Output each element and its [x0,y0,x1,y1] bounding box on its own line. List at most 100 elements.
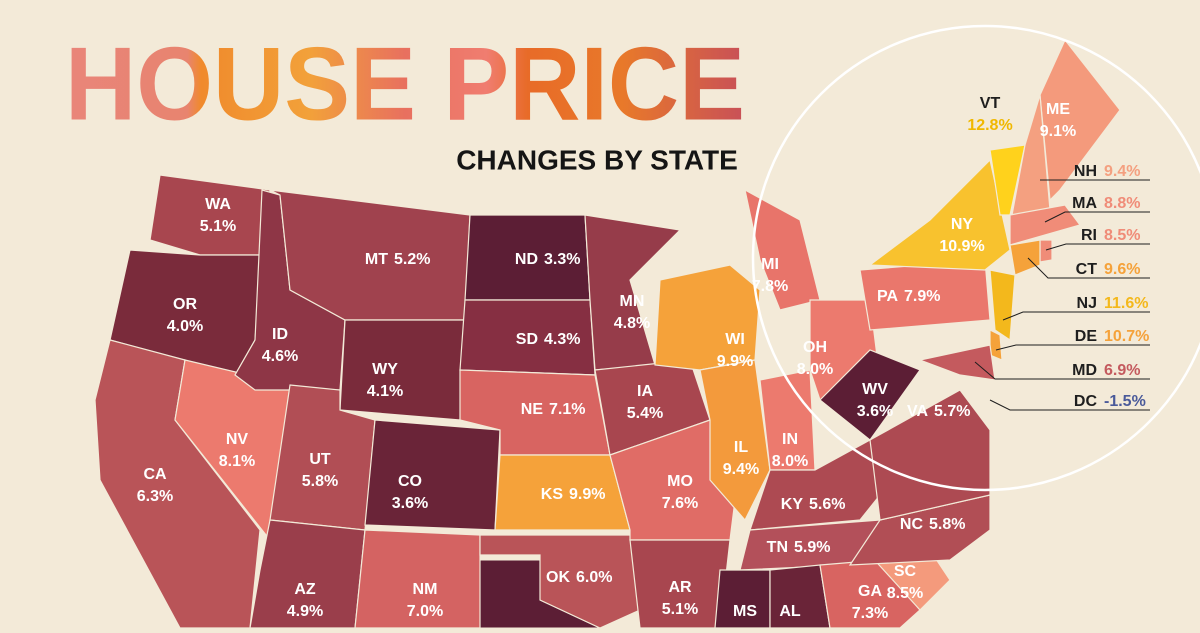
state-abbr: IA [637,383,653,400]
state-change: 5.1% [662,601,698,618]
state-shape [819,349,921,441]
state-change: 7.8% [752,278,788,295]
state-abbr: ME [1046,101,1070,118]
state-change: 3.6% [857,403,893,420]
state-change: 5.2% [394,251,430,268]
callout-lines [974,179,1150,411]
map-shapes [94,38,1121,629]
state-change: 4.0% [167,318,203,335]
state-shape [917,344,996,381]
leader-line [974,361,1150,380]
state-abbr: AL [779,603,801,620]
state-change: 8.0% [797,361,833,378]
state-abbr: MD [1072,362,1097,379]
leader-line [1045,243,1150,251]
state-change: 10.7% [1104,328,1149,345]
state-abbr: PA [877,288,898,305]
leader-line [1027,257,1150,279]
state-abbr: VT [980,95,1001,112]
state-change: 8.0% [772,453,808,470]
state-abbr: WI [725,331,745,348]
state-abbr: KS [541,486,564,503]
state-abbr: CA [143,466,167,483]
state-change: 7.3% [852,605,888,622]
state-abbr: KY [781,496,804,513]
subtitle: CHANGES BY STATE [456,144,738,175]
state-shape [339,319,466,421]
state-change: 9.9% [569,486,605,503]
state-abbr: NV [226,431,249,448]
state-change: 8.1% [219,453,255,470]
state-change: 12.8% [967,117,1012,134]
state-change: 5.8% [929,516,965,533]
state-change: 8.5% [1104,227,1140,244]
state-shape [364,419,501,531]
state-abbr: CT [1076,261,1098,278]
state-abbr: MA [1072,195,1097,212]
state-change: 8.8% [1104,195,1140,212]
state-change: 4.6% [262,348,298,365]
state-change: 9.4% [1104,163,1140,180]
state-change: 8.5% [887,585,923,602]
state-change: 5.9% [794,539,830,556]
state-shape [1009,239,1041,276]
state-change: 9.9% [717,353,753,370]
state-abbr: TN [767,539,788,556]
state-abbr: DC [1074,393,1098,410]
state-abbr: IN [782,431,798,448]
state-change: 6.3% [137,488,173,505]
title: HOUSE PRICE [65,26,745,142]
state-change: 6.0% [576,569,612,586]
leader-line [1044,211,1150,223]
state-abbr: SC [894,563,917,580]
state-abbr: NJ [1077,295,1097,312]
state-change: 11.6% [1104,295,1148,312]
state-change: 5.7% [934,403,970,420]
state-change: 3.3% [544,251,580,268]
state-abbr: GA [858,583,882,600]
leader-line [995,344,1150,351]
state-change: 6.9% [1104,362,1140,379]
state-abbr: DE [1075,328,1098,345]
state-abbr: ID [272,326,288,343]
state-shape [1009,204,1082,246]
state-abbr: VA [907,403,928,420]
map-labels: WA 5.1% OR 4.0% CA 6.3% NV 8.1% ID 4.6% MT 5.2% WY 4.… [137,95,1150,622]
leader-line [1002,311,1150,321]
state-change: 9.6% [1104,261,1140,278]
state-abbr: UT [309,451,331,468]
state-abbr: MN [620,293,645,310]
state-abbr: AZ [294,581,316,598]
state-abbr: NH [1074,163,1097,180]
state-change: 4.9% [287,603,323,620]
state-change: 10.9% [939,238,984,255]
state-shape [149,174,271,256]
state-abbr: NE [521,401,544,418]
leader-line [989,399,1150,411]
state-change: 5.1% [200,218,236,235]
state-abbr: MS [733,603,757,620]
state-abbr: MT [365,251,388,268]
state-abbr: NM [413,581,438,598]
state-abbr: SD [516,331,538,348]
state-abbr: WA [205,196,231,213]
state-shape [989,269,1016,342]
state-abbr: MI [761,256,779,273]
state-abbr: OR [173,296,197,313]
state-change: 7.9% [904,288,940,305]
state-abbr: AR [668,579,692,596]
state-abbr: WV [862,381,888,398]
state-change: 7.0% [407,603,443,620]
state-change: 7.1% [549,401,585,418]
state-abbr: CO [398,473,422,490]
state-change: 4.3% [544,331,580,348]
state-change: 5.4% [627,405,663,422]
state-abbr: NC [900,516,924,533]
state-shape [699,359,771,522]
state-abbr: OH [803,339,827,356]
state-change: 9.1% [1040,123,1076,140]
state-abbr: OK [546,569,570,586]
